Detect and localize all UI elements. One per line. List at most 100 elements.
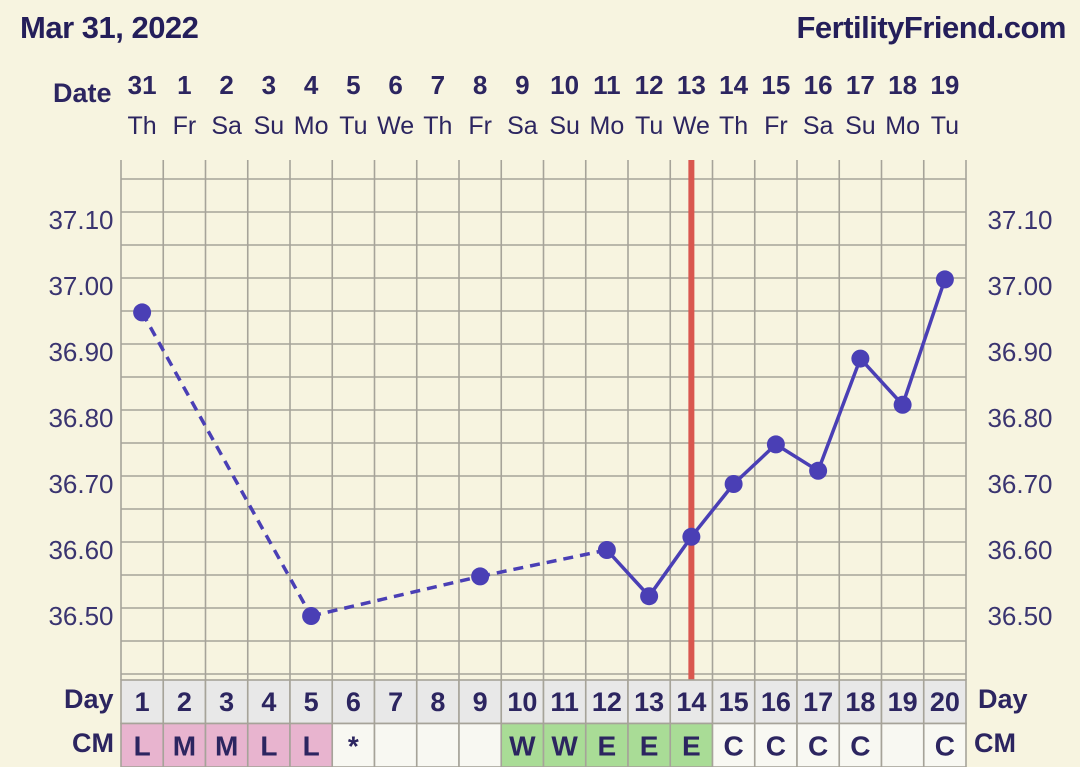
date-label: 18 bbox=[888, 70, 917, 100]
cm-label: E bbox=[598, 731, 617, 762]
weekday-label: We bbox=[673, 112, 710, 140]
y-tick-label-left: 36.50 bbox=[48, 601, 113, 631]
cm-cell bbox=[880, 722, 925, 767]
cycle-day-label: 6 bbox=[346, 687, 361, 717]
weekday-label: Fr bbox=[468, 112, 492, 140]
weekday-label: Su bbox=[254, 112, 285, 140]
cm-cell bbox=[627, 722, 672, 767]
cm-cell bbox=[289, 722, 334, 767]
temperature-point bbox=[935, 270, 954, 289]
date-label: 13 bbox=[677, 70, 706, 100]
weekday-label: Th bbox=[719, 112, 748, 140]
weekday-label: Fr bbox=[173, 112, 197, 140]
cycle-day-cell bbox=[373, 679, 418, 725]
y-tick-label-right: 36.80 bbox=[987, 403, 1052, 433]
temperature-segment bbox=[647, 535, 693, 598]
y-tick-label-right: 36.70 bbox=[987, 469, 1052, 499]
cycle-day-label: 11 bbox=[550, 687, 579, 717]
y-tick-label-left: 36.90 bbox=[48, 337, 113, 367]
cycle-day-label: 19 bbox=[888, 687, 918, 717]
date-row-label: Date bbox=[53, 78, 112, 108]
cm-label: C bbox=[724, 731, 744, 762]
brand-name: FertilityFriend.com bbox=[796, 10, 1066, 45]
cm-label: C bbox=[808, 731, 828, 762]
cycle-day-label: 12 bbox=[592, 687, 622, 717]
y-tick-label-left: 36.80 bbox=[48, 403, 113, 433]
cycle-day-label: 9 bbox=[473, 687, 488, 717]
cm-row-label-left: CM bbox=[72, 728, 114, 758]
weekday-label: Sa bbox=[803, 112, 834, 140]
weekday-label: Mo bbox=[590, 112, 625, 140]
date-label: 4 bbox=[304, 70, 319, 100]
temperature-point bbox=[809, 461, 828, 480]
weekday-label: Tu bbox=[339, 112, 367, 140]
temperature-point bbox=[766, 435, 785, 454]
cycle-day-label: 10 bbox=[507, 687, 537, 717]
cm-cell bbox=[373, 722, 418, 767]
date-label: 10 bbox=[550, 70, 579, 100]
cycle-day-cell bbox=[415, 679, 460, 725]
weekday-label: Th bbox=[128, 112, 157, 140]
weekday-label: Th bbox=[423, 112, 452, 140]
cm-label: C bbox=[766, 731, 786, 762]
cycle-day-cell bbox=[669, 679, 714, 725]
cm-label: L bbox=[260, 731, 277, 762]
temperature-point bbox=[851, 349, 870, 368]
cycle-day-label: 2 bbox=[177, 687, 192, 717]
cycle-day-label: 18 bbox=[845, 687, 875, 717]
y-tick-label-left: 37.00 bbox=[48, 271, 113, 301]
cm-label: E bbox=[682, 731, 701, 762]
date-label: 19 bbox=[930, 70, 959, 100]
temperature-segment-dashed bbox=[479, 548, 608, 579]
cycle-day-cell bbox=[289, 679, 334, 725]
temperature-segment bbox=[732, 443, 778, 486]
weekday-label: Su bbox=[845, 112, 876, 140]
cycle-day-label: 8 bbox=[430, 687, 445, 717]
temperature-point bbox=[682, 527, 701, 546]
y-tick-label-right: 37.00 bbox=[987, 271, 1052, 301]
cm-cell bbox=[331, 722, 376, 767]
cm-label: E bbox=[640, 731, 659, 762]
cycle-day-cell bbox=[120, 679, 165, 725]
temperature-segment bbox=[605, 548, 651, 598]
cm-cell bbox=[753, 722, 798, 767]
cycle-day-label: 4 bbox=[261, 687, 276, 717]
cm-cell bbox=[584, 722, 629, 767]
temperature-point bbox=[133, 303, 152, 322]
weekday-label: Mo bbox=[885, 112, 920, 140]
cm-label: * bbox=[348, 731, 359, 762]
y-tick-label-left: 37.10 bbox=[48, 205, 113, 235]
date-label: 5 bbox=[346, 70, 360, 100]
temperature-segment bbox=[816, 357, 863, 472]
cm-label: L bbox=[303, 731, 320, 762]
y-tick-label-right: 36.60 bbox=[987, 535, 1052, 565]
cm-label: M bbox=[173, 731, 196, 762]
cm-label: C bbox=[935, 731, 955, 762]
temperature-point bbox=[893, 395, 912, 414]
cm-cell bbox=[120, 722, 165, 767]
weekday-label: Sa bbox=[211, 112, 242, 140]
weekday-label: Tu bbox=[931, 112, 959, 140]
cm-cell bbox=[458, 722, 503, 767]
cycle-day-cell bbox=[458, 679, 503, 725]
cm-label: M bbox=[215, 731, 238, 762]
weekday-label: Fr bbox=[764, 112, 788, 140]
temperature-point bbox=[471, 567, 490, 586]
cycle-day-label: 3 bbox=[219, 687, 234, 717]
weekday-label: We bbox=[377, 112, 414, 140]
date-label: 9 bbox=[515, 70, 529, 100]
cycle-day-cell bbox=[922, 679, 967, 725]
temperature-point bbox=[724, 475, 743, 493]
chart-date-title: Mar 31, 2022 bbox=[20, 10, 199, 45]
day-row-label-left: Day bbox=[64, 684, 114, 714]
temperature-segment bbox=[859, 357, 904, 406]
date-label: 31 bbox=[128, 70, 157, 100]
cm-cell bbox=[838, 722, 883, 767]
temperature-segment-dashed bbox=[310, 574, 481, 618]
y-tick-label-right: 37.10 bbox=[987, 205, 1052, 235]
date-label: 17 bbox=[846, 70, 875, 100]
cycle-day-label: 15 bbox=[719, 687, 749, 717]
cycle-day-label: 20 bbox=[930, 687, 960, 717]
temperature-point bbox=[640, 587, 659, 606]
temperature-segment-dashed bbox=[140, 311, 313, 617]
